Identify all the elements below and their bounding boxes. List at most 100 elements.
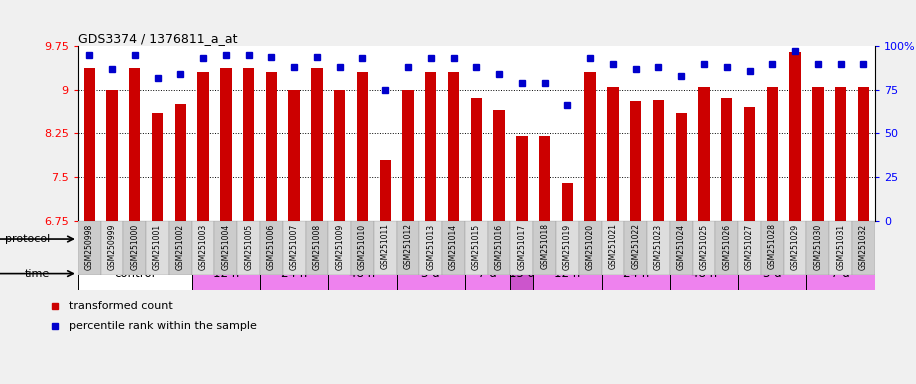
Text: GSM251013: GSM251013 — [426, 223, 435, 270]
Bar — [670, 221, 692, 275]
Bar — [607, 87, 618, 221]
Bar — [533, 223, 875, 255]
Bar — [579, 221, 602, 275]
Text: crush: crush — [688, 233, 720, 245]
Bar — [191, 221, 214, 275]
Bar — [442, 221, 465, 275]
Bar — [516, 136, 528, 221]
Bar — [510, 221, 533, 275]
Text: 24 h: 24 h — [623, 267, 649, 280]
Bar — [784, 46, 806, 221]
Bar — [306, 46, 328, 221]
Bar — [510, 257, 533, 290]
Text: GSM251025: GSM251025 — [700, 223, 708, 270]
Text: GSM251010: GSM251010 — [358, 223, 367, 270]
Bar — [465, 221, 487, 275]
Bar — [260, 257, 328, 290]
Bar — [191, 46, 214, 221]
Bar — [397, 257, 465, 290]
Bar — [197, 72, 209, 221]
Bar — [721, 99, 733, 221]
Bar — [124, 221, 147, 275]
Bar — [784, 221, 806, 275]
Text: 3 d: 3 d — [763, 267, 781, 280]
Text: percentile rank within the sample: percentile rank within the sample — [69, 321, 256, 331]
Bar — [169, 221, 191, 275]
Bar — [465, 257, 510, 290]
Bar — [602, 46, 625, 221]
Text: 12 h: 12 h — [554, 267, 581, 280]
Text: GSM251011: GSM251011 — [381, 223, 389, 270]
Bar — [670, 46, 692, 221]
Text: GSM251026: GSM251026 — [723, 223, 731, 270]
Text: naive: naive — [118, 233, 151, 245]
Bar — [374, 221, 397, 275]
Text: GSM251016: GSM251016 — [495, 223, 504, 270]
Bar — [129, 68, 140, 221]
Bar — [738, 46, 761, 221]
Text: GSM251023: GSM251023 — [654, 223, 663, 270]
Bar — [152, 113, 163, 221]
Text: GSM251030: GSM251030 — [813, 223, 823, 270]
Text: control: control — [114, 267, 156, 280]
Bar — [83, 68, 95, 221]
Text: 48 h: 48 h — [349, 267, 376, 280]
Bar — [420, 46, 442, 221]
Bar — [78, 46, 101, 221]
Text: 15 d: 15 d — [508, 267, 535, 280]
Bar — [834, 87, 846, 221]
Bar — [692, 221, 715, 275]
Bar — [698, 87, 710, 221]
Text: GSM251017: GSM251017 — [518, 223, 527, 270]
Bar — [625, 46, 647, 221]
Bar — [169, 46, 191, 221]
Text: GSM251027: GSM251027 — [745, 223, 754, 270]
Bar — [471, 99, 482, 221]
Text: GSM251004: GSM251004 — [222, 223, 230, 270]
Bar — [829, 221, 852, 275]
Bar — [237, 221, 260, 275]
Text: protocol: protocol — [5, 234, 50, 244]
Bar — [494, 110, 505, 221]
Text: GSM251029: GSM251029 — [791, 223, 800, 270]
Text: GSM251020: GSM251020 — [585, 223, 594, 270]
Bar — [670, 257, 738, 290]
Text: GSM251007: GSM251007 — [289, 223, 299, 270]
Text: GSM251001: GSM251001 — [153, 223, 162, 270]
Bar — [260, 46, 283, 221]
Text: GSM251018: GSM251018 — [540, 223, 549, 270]
Text: GSM251022: GSM251022 — [631, 223, 640, 270]
Bar — [692, 46, 715, 221]
Bar — [584, 72, 595, 221]
Bar — [356, 72, 368, 221]
Bar — [328, 221, 351, 275]
Bar — [425, 72, 436, 221]
Bar — [625, 221, 647, 275]
Bar — [533, 221, 556, 275]
Text: GSM251012: GSM251012 — [404, 223, 412, 270]
Bar — [334, 90, 345, 221]
Bar — [214, 46, 237, 221]
Bar — [806, 46, 829, 221]
Bar — [738, 221, 761, 275]
Text: GSM251015: GSM251015 — [472, 223, 481, 270]
Bar — [448, 72, 459, 221]
Bar — [397, 221, 420, 275]
Bar — [420, 221, 442, 275]
Bar — [283, 46, 306, 221]
Text: transformed count: transformed count — [69, 301, 172, 311]
Bar — [738, 257, 806, 290]
Text: GSM251003: GSM251003 — [199, 223, 208, 270]
Bar — [124, 46, 147, 221]
Text: GSM251019: GSM251019 — [563, 223, 572, 270]
Text: GSM251021: GSM251021 — [608, 223, 617, 270]
Bar — [328, 46, 351, 221]
Text: 48 h: 48 h — [691, 267, 717, 280]
Bar — [533, 257, 602, 290]
Text: GSM251000: GSM251000 — [130, 223, 139, 270]
Bar — [806, 221, 829, 275]
Bar — [465, 46, 487, 221]
Text: GSM251031: GSM251031 — [836, 223, 845, 270]
Bar — [220, 68, 232, 221]
Bar — [214, 221, 237, 275]
